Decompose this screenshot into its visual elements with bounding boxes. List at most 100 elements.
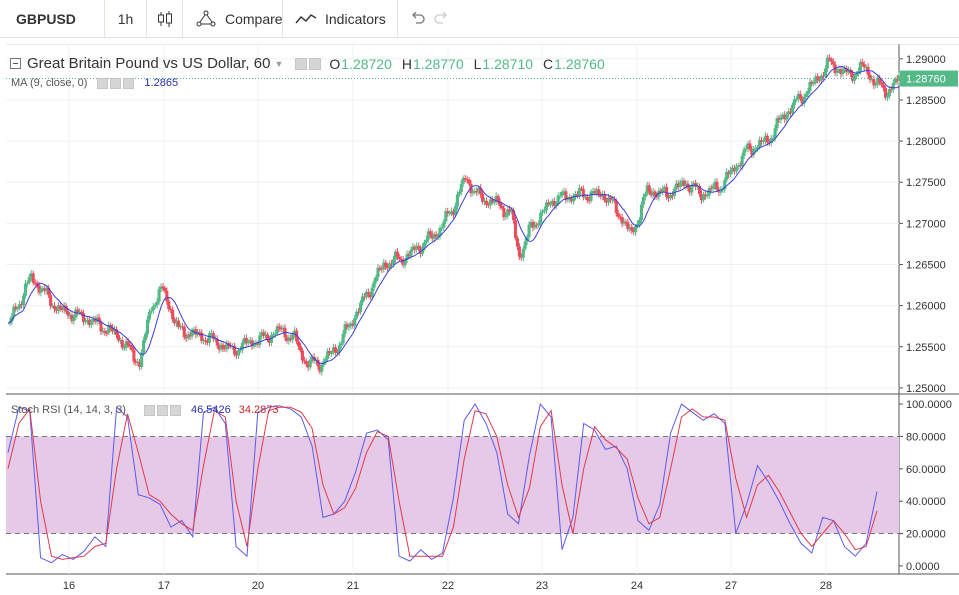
x-tick-label: 20 <box>252 580 264 592</box>
candle-body <box>364 292 368 298</box>
candle-body <box>794 99 798 101</box>
candle-body <box>785 114 789 120</box>
stoch-settings-icon[interactable] <box>156 404 168 416</box>
candle-body <box>552 200 556 206</box>
price-chart[interactable]: 16 17 20 21 22 23 24 27 28 1.29000 1.28500 1.28000 1… <box>6 44 959 595</box>
candle-body <box>643 193 647 198</box>
candle-body <box>450 211 454 213</box>
candle-body <box>577 188 581 196</box>
candle-body <box>20 304 24 306</box>
candle-body <box>812 82 816 84</box>
ma-hide-icon[interactable] <box>97 77 109 89</box>
candle-body <box>620 217 624 224</box>
candle-body <box>80 311 84 314</box>
symbol-button[interactable]: GBPUSD <box>0 0 105 38</box>
candle-body <box>606 197 611 203</box>
candle-body <box>60 308 64 311</box>
candle-body <box>481 194 485 203</box>
candle-body <box>29 273 33 278</box>
candle-body <box>198 331 202 334</box>
x-tick-label: 22 <box>442 580 454 592</box>
candle-body <box>825 57 829 69</box>
candle-body <box>331 347 335 353</box>
candle-body <box>500 205 504 208</box>
candle-body <box>264 334 268 337</box>
candle-body <box>328 351 332 353</box>
candle-body <box>546 202 550 205</box>
candle-body <box>389 263 394 265</box>
candle-body <box>455 194 459 207</box>
candle-body <box>508 209 512 212</box>
candle-body <box>219 344 223 350</box>
candle-body <box>789 111 793 114</box>
candle-body <box>39 289 43 293</box>
ma-remove-icon[interactable] <box>123 77 135 89</box>
y-tick-label: 1.26000 <box>906 301 946 313</box>
candle-body <box>145 319 150 334</box>
candle-body <box>608 197 612 201</box>
candle-body <box>496 195 500 202</box>
candle-body <box>810 81 814 84</box>
ma-settings-icon[interactable] <box>110 77 122 89</box>
candle-body <box>41 288 45 290</box>
candle-body <box>244 337 248 344</box>
candle-body <box>271 334 275 336</box>
candle-body <box>796 93 800 100</box>
compare-button[interactable]: Compare <box>183 0 283 38</box>
collapse-legend-icon[interactable] <box>10 58 21 69</box>
interval-button[interactable]: 1h <box>105 0 147 38</box>
candle-body <box>95 317 99 322</box>
candle-body <box>207 333 212 343</box>
undo-icon[interactable] <box>410 11 426 26</box>
candle-body <box>891 82 895 90</box>
candle-body <box>701 194 705 201</box>
indicators-button[interactable]: Indicators <box>283 0 398 38</box>
candle-body <box>403 259 407 266</box>
candle-body <box>192 329 196 332</box>
candle-body <box>690 184 694 193</box>
candle-body <box>161 286 165 288</box>
candle-body <box>636 223 640 227</box>
stoch-hide-icon[interactable] <box>143 404 155 416</box>
candle-body <box>438 228 442 237</box>
ma-label: MA (9, close, 0) <box>11 77 88 89</box>
candle-body <box>273 333 277 335</box>
candle-body <box>384 262 388 267</box>
close-label: C <box>543 55 554 72</box>
candle-body <box>876 77 880 85</box>
candle-body <box>188 334 192 337</box>
candle-body <box>697 185 702 195</box>
candle-body <box>378 267 382 269</box>
candle-body <box>763 135 767 141</box>
stoch-remove-icon[interactable] <box>169 404 181 416</box>
candle-body <box>155 301 159 305</box>
candle-body <box>213 338 217 340</box>
candle-body <box>752 148 756 155</box>
candle-body <box>407 254 411 256</box>
candle-body <box>424 239 428 243</box>
candle-body <box>159 286 163 290</box>
candle-body <box>736 165 740 167</box>
candle-body <box>130 346 134 350</box>
candle-body <box>519 256 523 258</box>
candle-body <box>432 234 436 239</box>
redo-icon[interactable] <box>433 11 449 26</box>
candle-body <box>444 211 448 222</box>
candle-body <box>562 191 566 193</box>
settings-icon[interactable] <box>309 57 322 70</box>
candle-body <box>337 345 341 353</box>
candle-body <box>66 311 70 316</box>
candle-body <box>486 204 490 206</box>
candle-body <box>347 326 351 328</box>
stoch-tick-label: 0.0000 <box>906 561 940 573</box>
candle-body <box>725 171 729 181</box>
chart-type-button[interactable] <box>147 0 183 38</box>
hide-series-icon[interactable] <box>295 57 308 70</box>
candle-body <box>114 329 119 335</box>
ma-legend-buttons <box>97 77 135 89</box>
chevron-down-icon[interactable]: ▼ <box>274 58 284 69</box>
candle-body <box>754 148 758 150</box>
candle-body <box>372 281 376 288</box>
chart-area[interactable]: 16 17 20 21 22 23 24 27 28 1.29000 1.28500 1.28000 1… <box>6 44 959 595</box>
candle-body <box>362 296 366 298</box>
